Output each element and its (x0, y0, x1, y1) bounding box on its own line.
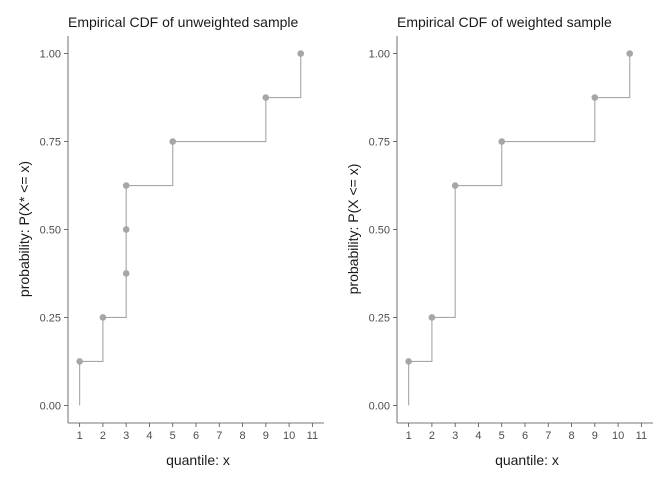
y-tick-label: 1.00 (369, 49, 390, 61)
x-tick-label: 9 (263, 430, 269, 442)
y-tick-label: 0.75 (369, 137, 390, 149)
x-tick-label: 5 (170, 430, 176, 442)
ecdf-step-line (408, 53, 631, 406)
x-tick-label: 6 (522, 430, 528, 442)
x-tick-label: 2 (429, 430, 435, 442)
chart-title: Empirical CDF of unweighted sample (68, 14, 299, 30)
x-tick-label: 7 (545, 430, 551, 442)
x-tick-label: 5 (499, 430, 505, 442)
y-tick-label: 0.75 (40, 137, 61, 149)
y-tick-label: 0.25 (40, 312, 61, 324)
x-axis-label: quantile: x (166, 452, 230, 468)
y-tick-label: 0.00 (40, 400, 61, 412)
data-point (626, 50, 634, 57)
y-tick-label: 0.25 (369, 312, 390, 324)
x-tick-label: 6 (193, 430, 199, 442)
data-point (169, 138, 177, 145)
y-tick-label: 0.50 (369, 225, 390, 237)
x-tick-label: 1 (406, 430, 412, 442)
x-axis-label: quantile: x (495, 452, 559, 468)
x-tick-label: 2 (100, 430, 106, 442)
x-tick-label: 9 (592, 430, 598, 442)
data-point (451, 182, 459, 189)
x-tick-label: 4 (475, 430, 481, 442)
data-point (99, 314, 107, 321)
ecdf-step-line (79, 53, 302, 406)
x-tick-label: 3 (123, 430, 129, 442)
x-tick-label: 10 (283, 430, 295, 442)
data-point (297, 50, 305, 57)
y-axis-label: probability: P(X <= x) (345, 164, 361, 295)
y-axis-label: probability: P(X* <= x) (16, 161, 32, 297)
x-tick-label: 1 (77, 430, 83, 442)
x-tick-label: 7 (216, 430, 222, 442)
data-point (122, 270, 130, 277)
data-point (498, 138, 506, 145)
data-point (122, 226, 130, 233)
y-tick-label: 0.00 (369, 400, 390, 412)
chart-title: Empirical CDF of weighted sample (397, 14, 612, 30)
x-tick-label: 8 (568, 430, 574, 442)
x-tick-label: 3 (452, 430, 458, 442)
x-tick-label: 10 (612, 430, 624, 442)
x-tick-label: 4 (146, 430, 152, 442)
data-point (405, 358, 412, 365)
data-point (262, 94, 270, 101)
chart-panel-weighted: Empirical CDF of weighted sample quantil… (345, 14, 653, 468)
y-tick-label: 1.00 (40, 49, 61, 61)
x-tick-label: 11 (307, 430, 318, 442)
x-tick-label: 11 (636, 430, 647, 442)
x-tick-label: 8 (239, 430, 245, 442)
chart-panel-unweighted: Empirical CDF of unweighted sample quant… (16, 14, 324, 468)
y-tick-label: 0.50 (40, 225, 61, 237)
data-point (428, 314, 436, 321)
data-point (122, 182, 130, 189)
data-point (76, 358, 83, 365)
data-point (591, 94, 599, 101)
